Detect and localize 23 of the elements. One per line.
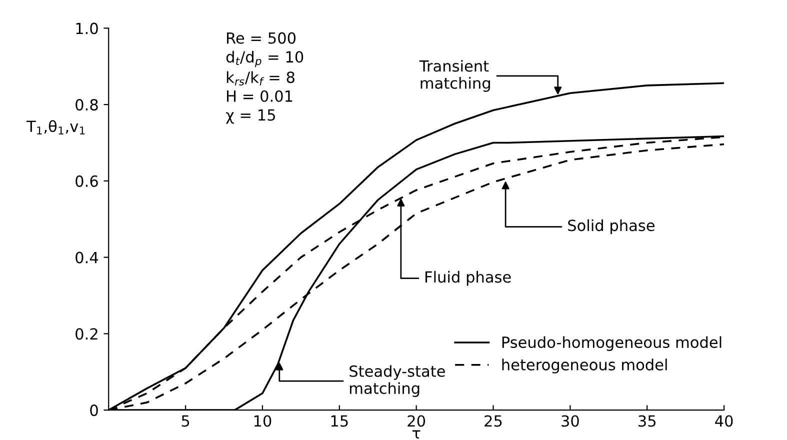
x-tick-label: 25 [484,415,502,427]
annotation: Steady-state matching [350,365,445,397]
y-tick-label: 0.2 [76,328,98,340]
x-tick-label: 35 [638,415,656,427]
x-tick-label: 20 [408,415,426,427]
y-tick-label: 0.6 [76,175,98,187]
x-tick-label: 40 [715,415,733,427]
annotation: Fluid phase [426,270,511,286]
y-axis-title: T$_{1}$,θ$_{1}$,v$_{1}$ [26,120,85,134]
annotation: Transient matching [419,60,490,92]
legend-label: heterogeneous model [502,358,667,374]
x-axis-title: τ [412,430,420,439]
y-tick-label: 0 [90,404,98,416]
x-tick-label: 30 [562,415,579,427]
x-tick-label: 5 [182,415,190,427]
y-tick-label: 1.0 [76,22,98,34]
y-tick-label: 0.8 [76,99,98,111]
legend-label: Pseudo-homogeneous model [502,336,722,351]
annotation: Solid phase [568,219,654,234]
x-tick-label: 15 [331,415,348,427]
x-tick-label: 10 [254,415,272,427]
text: Re = 500 d$_{t}$/d$_{p}$ = 10 k$_{rs}$/k$_{f}$ = 8 H = 0.01 χ = 15 [226,32,304,124]
y-tick-label: 0.4 [76,252,98,264]
